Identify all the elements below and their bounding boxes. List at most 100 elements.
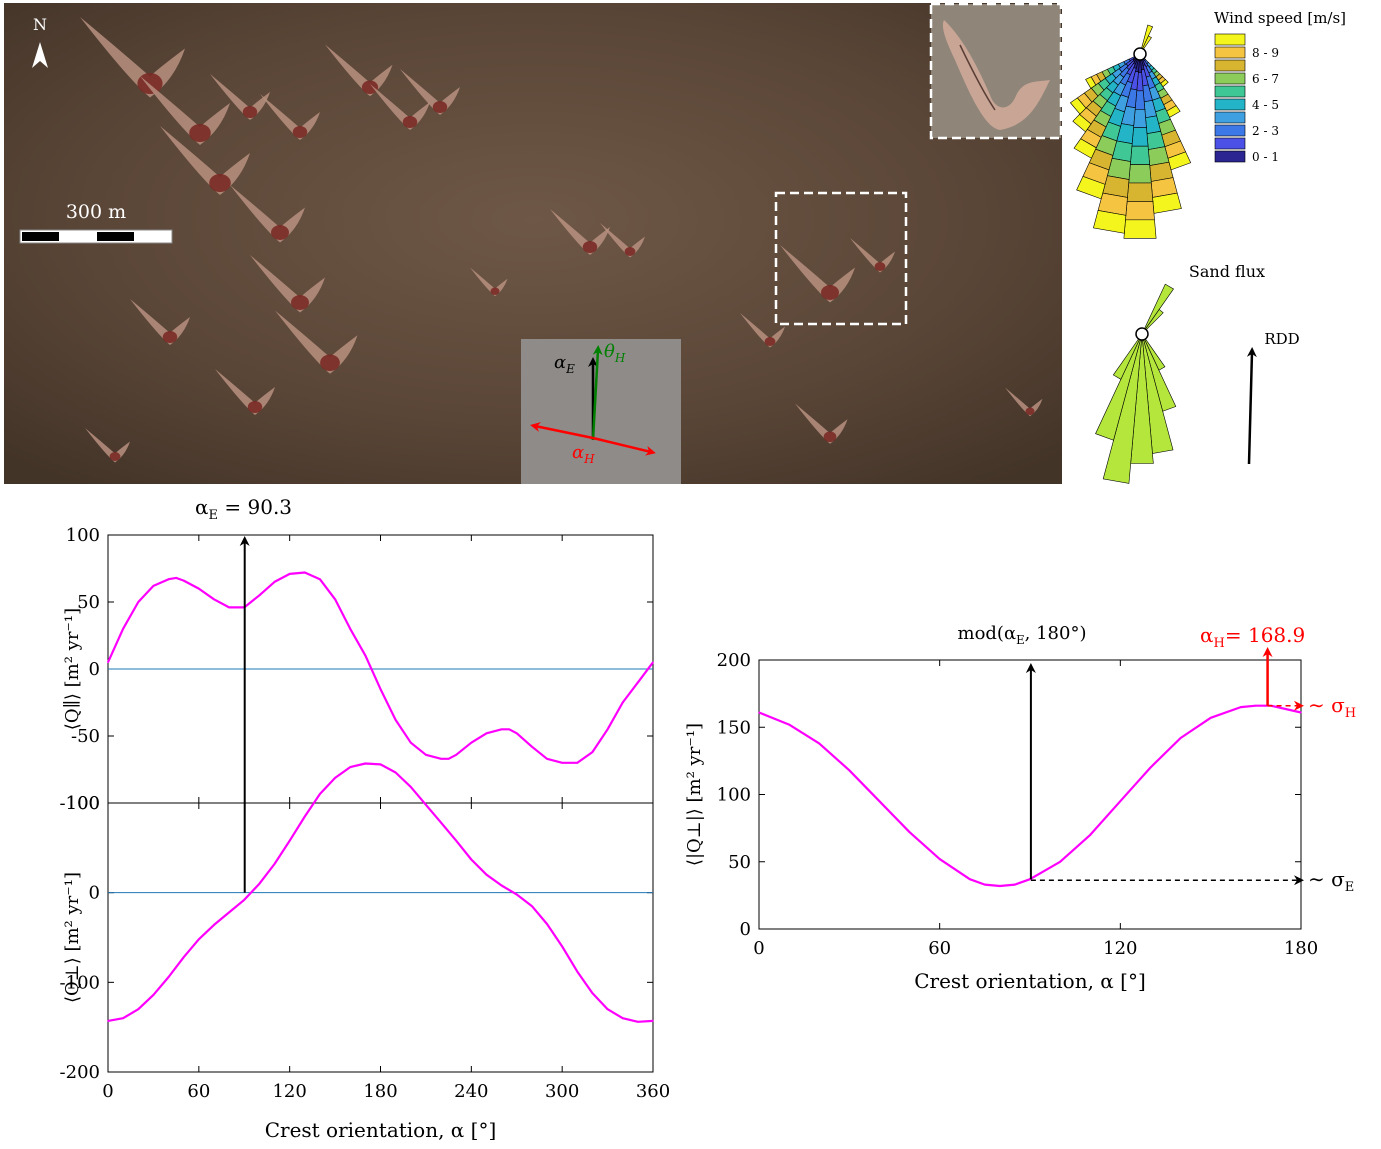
wind-wedge-segment — [1123, 219, 1157, 239]
chart-abs-q-perpendicular: 0 50 100 150 200 0 60 120 180 mod(αE, 180°) αH= 16… — [684, 623, 1356, 993]
y-tick-label: 100 — [66, 525, 100, 546]
data-point — [364, 654, 367, 657]
legend-swatch — [1214, 137, 1246, 150]
annotation: αE = 90.3 — [195, 495, 292, 523]
y-tick-label: 100 — [66, 793, 100, 814]
annotation: ∼ σH — [1308, 693, 1356, 721]
wind-wedge-segment — [1133, 108, 1147, 129]
data-point — [288, 839, 291, 842]
legend-swatch — [1214, 46, 1246, 59]
legend-swatch — [1214, 124, 1246, 137]
orientation-vector-inset: αE θH αH — [521, 339, 681, 484]
x-tick-label: 300 — [545, 1081, 579, 1102]
dune-slipface — [432, 101, 448, 113]
dune-slipface — [624, 247, 636, 256]
data-point — [508, 728, 510, 731]
x-tick-label: 120 — [272, 1081, 306, 1102]
x-tick-label: 240 — [454, 1081, 488, 1102]
annotation: mod(αE, 180°) — [958, 623, 1087, 647]
chart-q-parallel: -100 -50 0 50 100 αE = 90.3 ⟨Q∥⟩ [m² yr⁻¹] — [60, 495, 654, 814]
data-point — [349, 766, 352, 768]
alpha-e-label: α — [554, 352, 566, 373]
data-point — [288, 573, 291, 575]
data-point — [470, 741, 473, 744]
data-point — [1149, 766, 1152, 769]
data-point — [968, 878, 971, 881]
wind-wedge-segment — [1126, 182, 1154, 202]
dune-slipface — [821, 285, 839, 300]
data-point — [175, 577, 177, 579]
data-point — [637, 681, 639, 684]
chart-q-perpendicular: -200 -100 0 100 0 60 120 180 240 300 360 ⟨Q⊥⟩ [m² y… — [60, 762, 670, 1142]
x-tick-label: 60 — [928, 938, 951, 959]
data-point — [591, 992, 594, 994]
annotation: αH= 168.9 — [1200, 623, 1305, 651]
data-point — [1119, 800, 1122, 803]
data-point — [621, 1017, 624, 1019]
data-point — [606, 728, 609, 731]
wind-wedge-segment — [1072, 114, 1092, 133]
y-axis-label: ⟨|Q⊥|⟩ [m² yr⁻¹] — [684, 723, 705, 866]
flux-wedge — [1141, 283, 1174, 335]
wind-rose-wedges — [1069, 24, 1192, 239]
data-point — [394, 771, 397, 774]
data-point — [137, 601, 140, 603]
dune-slipface — [162, 331, 178, 343]
dune-slipface — [874, 262, 886, 271]
data-point — [228, 911, 230, 914]
legend-swatch — [1214, 85, 1246, 98]
sand-flux-title: Sand flux — [1189, 262, 1265, 281]
data-point — [304, 571, 306, 574]
svg-text:θH: θH — [604, 341, 626, 365]
y-tick-label: 50 — [728, 852, 751, 873]
dune-slipface — [361, 80, 379, 94]
x-axis-label: Crest orientation, α [°] — [914, 969, 1146, 993]
data-point — [394, 719, 397, 721]
y-axis-label: ⟨Q∥⟩ [m² yr⁻¹] — [62, 608, 83, 730]
dune-slipface — [582, 241, 598, 253]
y-tick-label: -200 — [60, 1062, 100, 1083]
data-point — [591, 751, 594, 753]
data-point — [1209, 717, 1212, 719]
data-point — [440, 757, 442, 760]
x-tick-label: 120 — [1103, 938, 1137, 959]
data-point — [319, 793, 321, 795]
annotation: ∼ σE — [1308, 867, 1354, 895]
data-point — [122, 628, 124, 630]
y-tick-label: 0 — [89, 883, 100, 904]
data-point — [531, 745, 533, 748]
theta-h-label: θ — [604, 341, 615, 362]
legend-label: 8 - 9 — [1252, 46, 1279, 60]
x-tick-label: 0 — [753, 938, 764, 959]
legend-swatch — [1214, 72, 1246, 85]
data-point — [1255, 704, 1257, 707]
data-point — [455, 839, 457, 842]
dune-slipface — [271, 225, 289, 240]
data-point — [470, 858, 473, 861]
x-tick-label: 60 — [187, 1081, 210, 1102]
rdd-arrow — [1246, 347, 1257, 465]
data-point — [561, 762, 563, 764]
data-point — [182, 579, 185, 582]
data-point — [984, 883, 986, 886]
data-point — [122, 1017, 124, 1019]
data-point — [258, 882, 261, 885]
scale-label: 300 m — [66, 201, 126, 223]
dune-slipface — [247, 401, 263, 413]
dune-slipface — [189, 124, 211, 142]
axes-frame — [107, 802, 654, 1073]
rdd-label: RDD — [1264, 330, 1299, 348]
data-point — [425, 803, 427, 806]
data-point — [198, 587, 200, 590]
data-point — [500, 884, 503, 887]
legend-label: 0 - 1 — [1252, 150, 1279, 164]
data-point — [485, 873, 488, 876]
dune-slipface — [823, 431, 837, 442]
data-point — [213, 598, 215, 601]
alpha-h-label: α — [572, 442, 584, 463]
wind-wedge-segment — [1073, 138, 1097, 159]
data-point — [409, 786, 412, 788]
data-point — [606, 1008, 609, 1011]
data-point — [637, 1020, 639, 1023]
